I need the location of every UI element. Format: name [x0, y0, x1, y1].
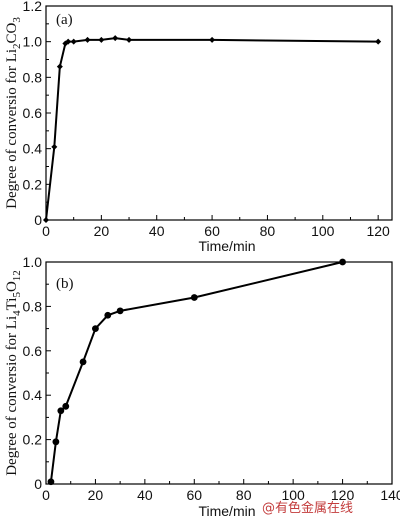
x-tick-label: 100 [281, 487, 305, 503]
panel-label: (a) [56, 12, 73, 28]
data-point [112, 35, 119, 42]
data-point [116, 307, 124, 315]
y-axis-title: Degree of conversio for Li2CO3 [4, 17, 23, 209]
data-point [126, 36, 133, 43]
data-point [79, 358, 87, 366]
data-point [51, 143, 58, 150]
y-tick-label: 0.4 [23, 387, 43, 403]
data-point [57, 407, 65, 415]
y-axis-title-part: CO [4, 22, 20, 43]
x-tick-label: 0 [42, 487, 50, 503]
panel-label: (b) [56, 276, 74, 292]
y-axis-title-subscript: 2 [11, 43, 23, 49]
y-axis-title-part: Ti [4, 298, 20, 311]
y-tick-label: 1.2 [23, 0, 43, 14]
x-tick-label: 120 [366, 223, 390, 239]
y-tick-label: 0.8 [23, 69, 43, 85]
data-point [62, 402, 70, 410]
data-point [339, 258, 346, 266]
data-point [104, 311, 112, 319]
y-tick-label: 0 [34, 476, 42, 492]
y-tick-label: 1.0 [23, 34, 43, 50]
x-tick-label: 140 [380, 487, 400, 503]
data-point [190, 294, 198, 301]
data-point [98, 36, 105, 43]
x-tick-label: 0 [42, 223, 50, 239]
x-tick-label: 20 [88, 487, 104, 503]
y-tick-label: 0.6 [23, 105, 43, 121]
plot-frame [45, 5, 393, 221]
data-point [65, 38, 72, 45]
y-tick-label: 0.2 [23, 432, 43, 448]
series-line [49, 261, 343, 482]
y-axis-title-subscript: 4 [11, 310, 23, 316]
x-tick-label: 60 [204, 223, 220, 239]
x-axis-title: Time/min [198, 503, 255, 519]
data-point [92, 325, 99, 332]
y-axis-title-part: O [4, 281, 20, 292]
watermark-text: @有色金属在线 [262, 500, 353, 516]
x-tick-label: 40 [149, 223, 165, 239]
plot-frame [45, 261, 393, 485]
panel-a: 0 20 40 60 80 100 120 0 0.2 0.4 0.6 0.8 1.0 1.2 (a) Tim… [4, 0, 393, 254]
y-tick-label: 0.4 [23, 141, 43, 157]
data-point [52, 438, 60, 446]
data-point [47, 478, 55, 486]
y-tick-label: 0.8 [23, 298, 43, 314]
data-point [70, 38, 77, 45]
data-point [56, 63, 63, 70]
y-axis-title-subscript: 5 [11, 292, 23, 298]
data-point [84, 36, 91, 43]
data-point [43, 217, 49, 223]
y-axis-title-part: Degree of conversio for Li [4, 316, 20, 476]
y-axis-title-subscript: 3 [11, 17, 23, 23]
series-line [45, 37, 379, 221]
x-tick-label: 100 [311, 223, 335, 239]
y-axis-title-subscript: 12 [11, 270, 23, 281]
y-tick-label: 0.6 [23, 343, 43, 359]
x-tick-label: 80 [236, 487, 252, 503]
y-axis-title: Degree of conversio for Li4Ti5O12 [4, 270, 23, 476]
x-tick-label: 80 [260, 223, 276, 239]
x-tick-label: 120 [331, 487, 355, 503]
x-tick-label: 20 [94, 223, 110, 239]
panel-b: 0 20 40 60 80 100 120 140 0 0.2 0.4 0.6 0.8 1.0 (b) Tim… [4, 254, 400, 519]
data-point [375, 38, 382, 45]
data-point [209, 36, 216, 43]
x-axis-title: Time/min [198, 238, 255, 254]
y-tick-label: 0.2 [23, 176, 43, 192]
x-tick-label: 40 [137, 487, 153, 503]
y-axis-title-part: Degree of conversio for Li [4, 49, 20, 209]
x-tick-label: 60 [186, 487, 202, 503]
y-tick-label: 1.0 [23, 254, 43, 270]
y-tick-label: 0 [34, 212, 42, 228]
